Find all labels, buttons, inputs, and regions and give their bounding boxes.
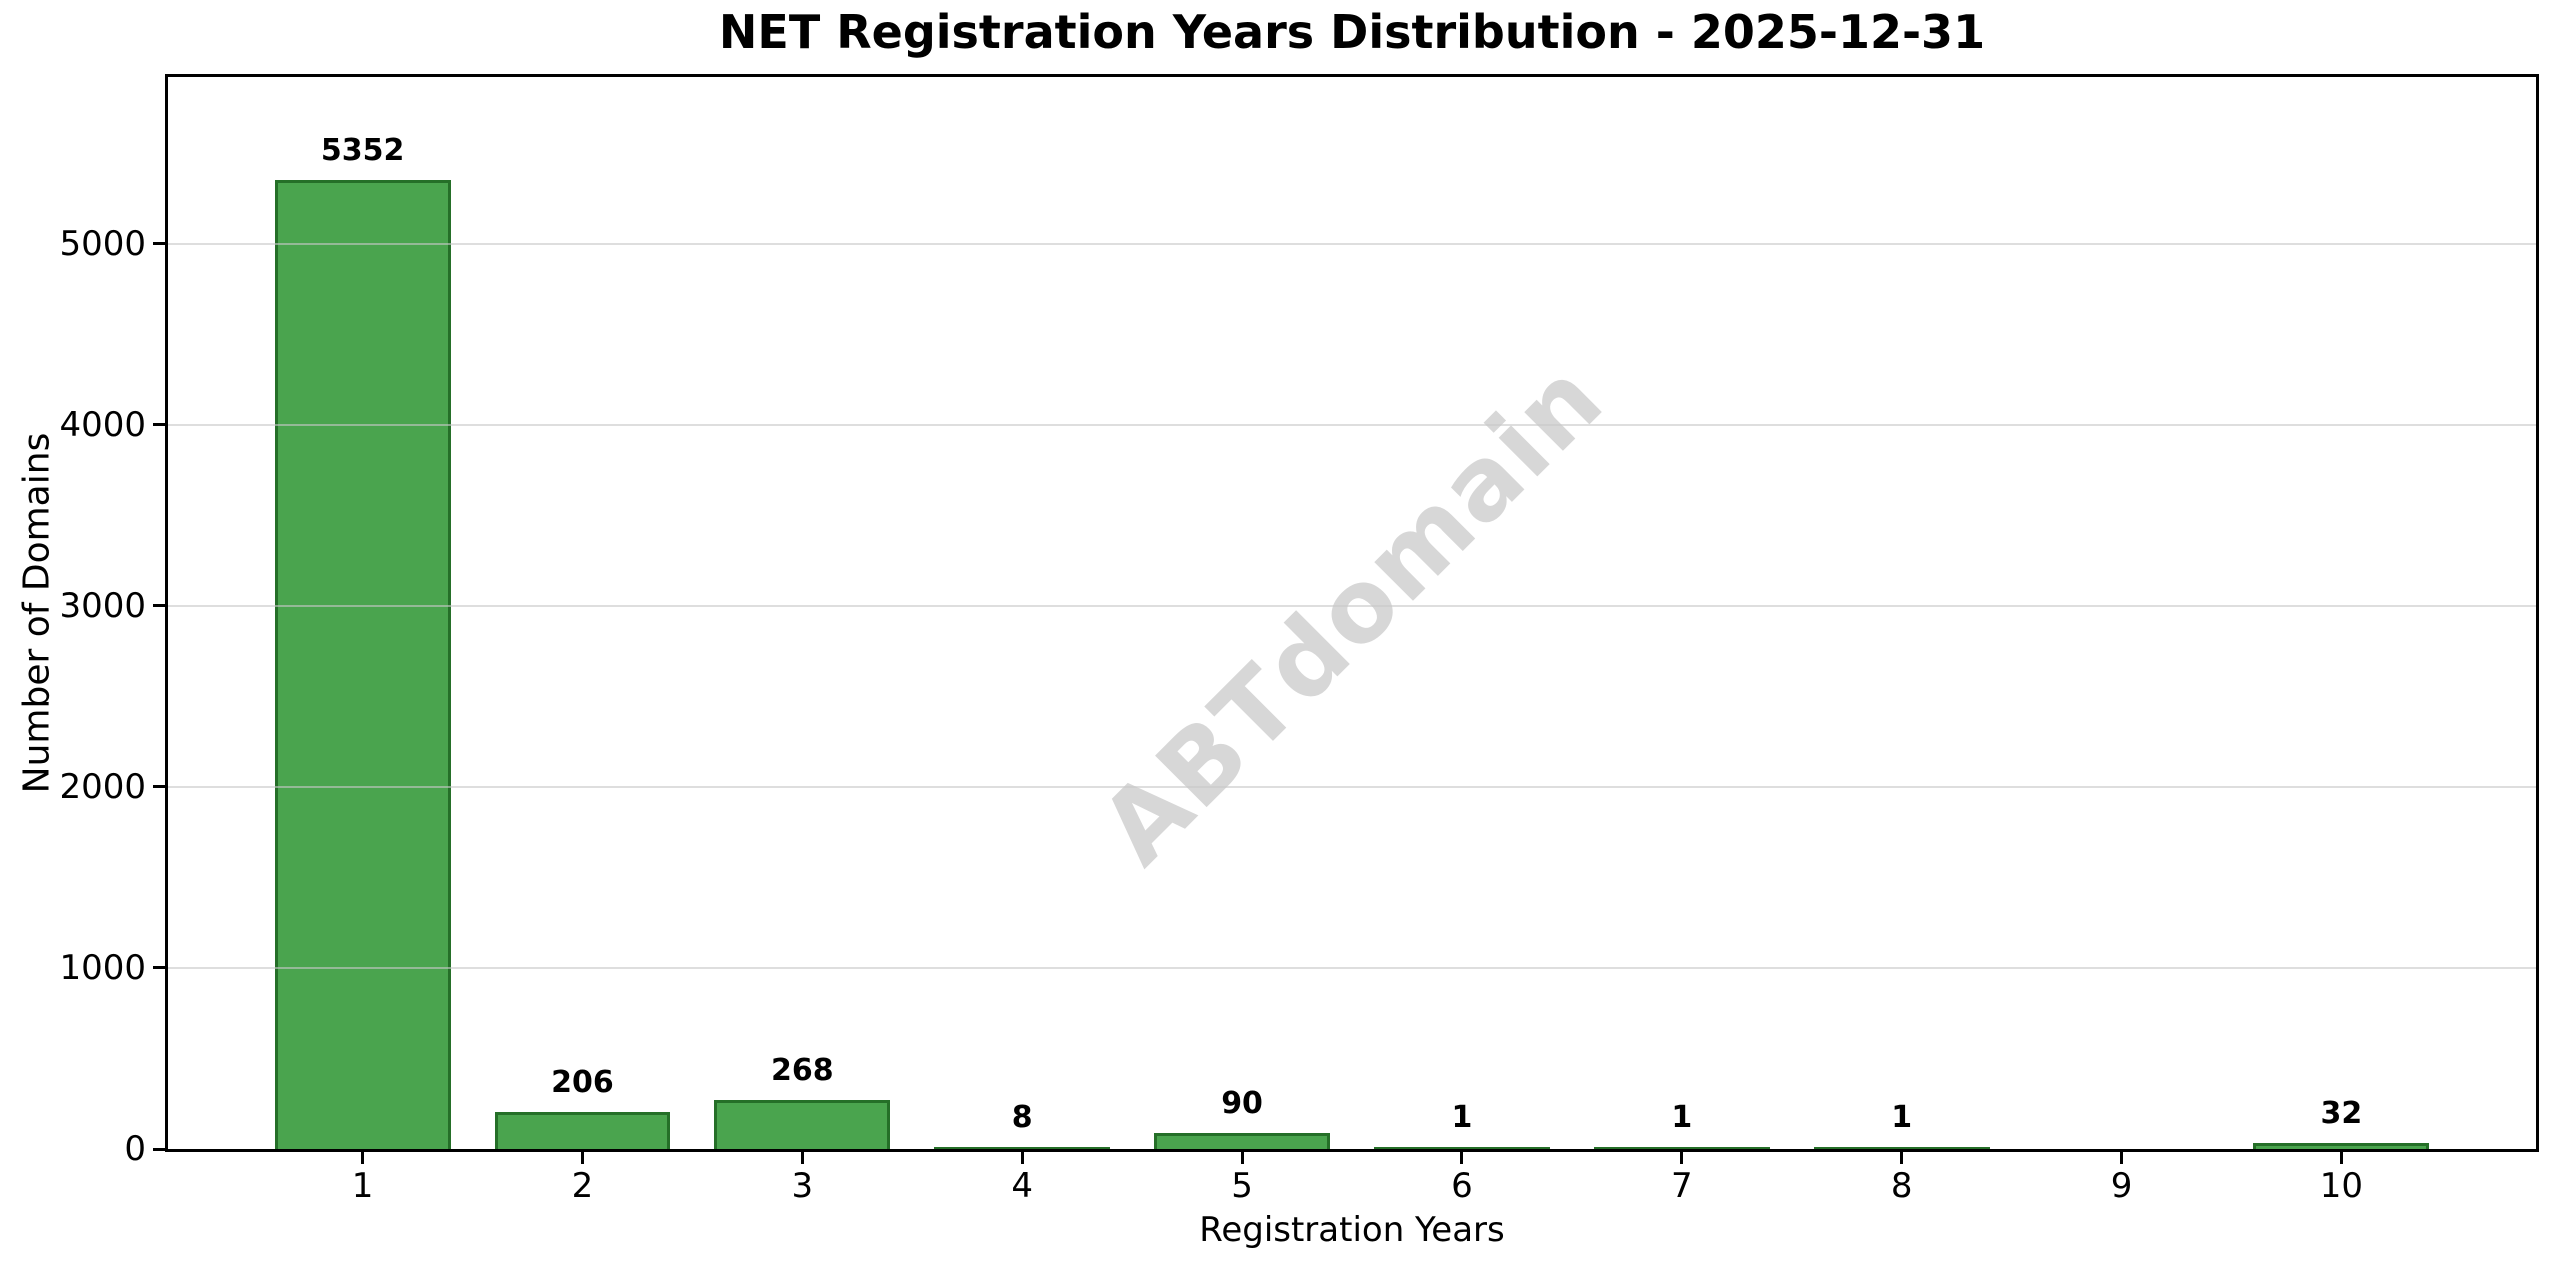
plot-area: ABTdomain 5352 206 268 8 90 1 1 1 32	[165, 74, 2539, 1152]
x-tick-4	[1020, 1152, 1024, 1164]
y-tick-4000	[153, 423, 165, 427]
x-tick-5	[1240, 1152, 1244, 1164]
x-tick-label-6: 6	[1451, 1166, 1473, 1206]
x-tick-6	[1460, 1152, 1464, 1164]
y-tick-5000	[153, 242, 165, 246]
bar-year-4	[934, 1147, 1111, 1149]
bar-year-2	[494, 1112, 671, 1149]
y-tick-label-5000: 5000	[59, 223, 146, 264]
bar-value-label-year-8: 1	[1891, 1100, 1913, 1135]
bar-year-1	[274, 180, 451, 1149]
y-tick-label-4000: 4000	[59, 404, 146, 445]
y-axis-label: Number of Domains	[16, 432, 58, 794]
x-tick-10	[2339, 1152, 2343, 1164]
y-tick-3000	[153, 604, 165, 608]
x-axis-label: Registration Years	[1199, 1210, 1505, 1250]
x-tick-label-10: 10	[2319, 1166, 2364, 1206]
y-tick-label-2000: 2000	[59, 766, 146, 807]
bar-value-label-year-5: 90	[1221, 1086, 1263, 1121]
y-tick-0	[153, 1147, 165, 1151]
y-tick-1000	[153, 966, 165, 970]
x-tick-3	[800, 1152, 804, 1164]
x-tick-8	[1900, 1152, 1904, 1164]
y-tick-2000	[153, 785, 165, 789]
bar-value-label-year-1: 5352	[320, 133, 405, 168]
bar-value-label-year-7: 1	[1671, 1100, 1693, 1135]
bar-year-3	[714, 1100, 891, 1149]
x-tick-1	[361, 1152, 365, 1164]
x-tick-9	[2120, 1152, 2124, 1164]
gridline-3000	[168, 604, 2536, 607]
x-tick-label-3: 3	[791, 1166, 814, 1206]
x-tick-2	[580, 1152, 584, 1164]
bar-year-6	[1373, 1147, 1550, 1149]
x-tick-label-2: 2	[571, 1166, 594, 1206]
bar-value-label-year-10: 32	[2320, 1096, 2363, 1131]
bar-year-7	[1593, 1147, 1770, 1149]
x-tick-label-4: 4	[1011, 1166, 1034, 1206]
chart-title: NET Registration Years Distribution - 20…	[718, 5, 1986, 59]
gridline-1000	[168, 966, 2536, 969]
gridline-2000	[168, 785, 2536, 788]
bar-value-label-year-3: 268	[771, 1053, 834, 1088]
bar-year-5	[1154, 1133, 1330, 1149]
x-tick-label-9: 9	[2110, 1166, 2133, 1206]
x-tick-label-1: 1	[351, 1166, 374, 1206]
y-tick-label-3000: 3000	[59, 585, 146, 626]
x-tick-7	[1680, 1152, 1684, 1164]
y-tick-label-0: 0	[124, 1129, 146, 1169]
bar-value-label-year-2: 206	[551, 1065, 614, 1100]
x-tick-label-8: 8	[1890, 1166, 1913, 1206]
x-tick-label-7: 7	[1670, 1166, 1693, 1206]
bar-value-label-year-6: 1	[1451, 1100, 1473, 1135]
gridline-5000	[168, 242, 2536, 245]
bar-value-label-year-4: 8	[1011, 1100, 1033, 1135]
bar-year-10	[2253, 1143, 2430, 1149]
x-tick-label-5: 5	[1231, 1166, 1253, 1206]
gridline-4000	[168, 423, 2536, 426]
watermark-text: ABTdomain	[1078, 339, 1626, 887]
bar-year-8	[1813, 1147, 1990, 1149]
y-tick-label-1000: 1000	[59, 947, 146, 988]
